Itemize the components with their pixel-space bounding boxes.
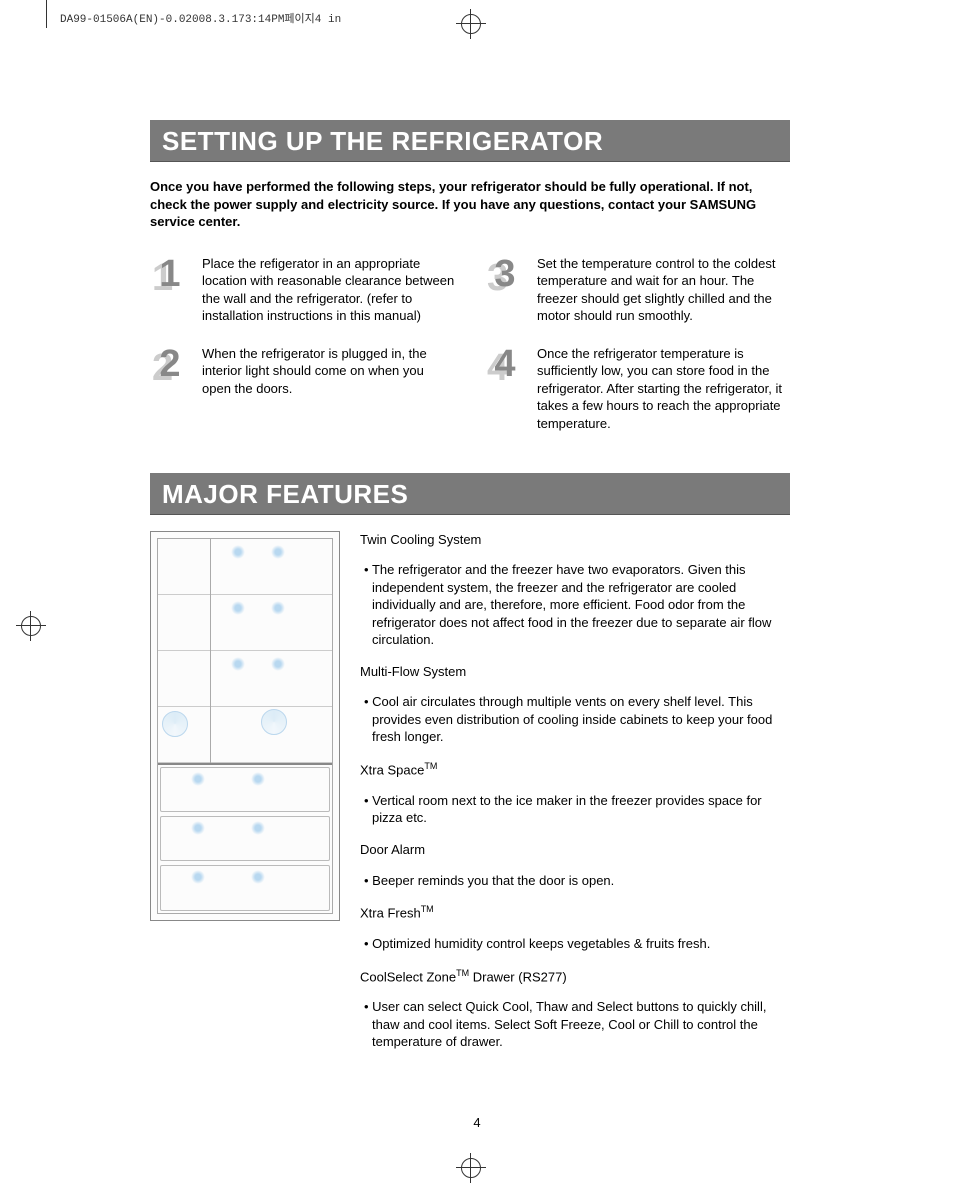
section-heading-features: MAJOR FEATURES [150,473,790,515]
feature-item: CoolSelect ZoneTM Drawer (RS277) User ca… [360,967,790,1052]
feature-desc: Beeper reminds you that the door is open… [360,872,790,890]
steps-grid: 1 1 Place the refigerator in an appropri… [150,255,790,433]
step-text: Set the temperature control to the colde… [537,255,790,325]
step-number-icon: 1 1 [150,255,190,295]
feature-item: Door Alarm Beeper reminds you that the d… [360,841,790,889]
step-text: When the refrigerator is plugged in, the… [202,345,455,433]
feature-title: Door Alarm [360,841,790,859]
step-item: 3 3 Set the temperature control to the c… [485,255,790,325]
step-text: Once the refrigerator temperature is suf… [537,345,790,433]
feature-title: Twin Cooling System [360,531,790,549]
imposition-header: DA99-01506A(EN)-0.02008.3.173:14PM페이지4 i… [60,10,341,26]
feature-desc: Optimized humidity control keeps vegetab… [360,935,790,953]
feature-title: Multi-Flow System [360,663,790,681]
feature-item: Xtra SpaceTM Vertical room next to the i… [360,760,790,827]
feature-title: Xtra SpaceTM [360,760,790,779]
crop-mark-icon [15,610,45,640]
page-content: SETTING UP THE REFRIGERATOR Once you hav… [150,120,790,1065]
feature-title: Xtra FreshTM [360,903,790,922]
features-list: Twin Cooling System The refrigerator and… [360,531,790,1065]
step-text: Place the refigerator in an appropriate … [202,255,455,325]
step-item: 2 2 When the refrigerator is plugged in,… [150,345,455,433]
step-number-icon: 2 2 [150,345,190,385]
feature-desc: Vertical room next to the ice maker in t… [360,792,790,827]
intro-paragraph: Once you have performed the following st… [150,178,790,231]
feature-item: Xtra FreshTM Optimized humidity control … [360,903,790,952]
step-number-icon: 3 3 [485,255,525,295]
section-heading-setup: SETTING UP THE REFRIGERATOR [150,120,790,162]
crop-line [46,0,47,28]
fridge-diagram [150,531,340,921]
crop-mark-icon [455,1152,485,1182]
step-item: 1 1 Place the refigerator in an appropri… [150,255,455,325]
step-item: 4 4 Once the refrigerator temperature is… [485,345,790,433]
feature-item: Twin Cooling System The refrigerator and… [360,531,790,649]
feature-desc: Cool air circulates through multiple ven… [360,693,790,746]
feature-item: Multi-Flow System Cool air circulates th… [360,663,790,746]
features-row: Twin Cooling System The refrigerator and… [150,531,790,1065]
manual-page: DA99-01506A(EN)-0.02008.3.173:14PM페이지4 i… [0,0,954,1190]
feature-desc: The refrigerator and the freezer have tw… [360,561,790,649]
page-number: 4 [0,1115,954,1130]
feature-desc: User can select Quick Cool, Thaw and Sel… [360,998,790,1051]
feature-title: CoolSelect ZoneTM Drawer (RS277) [360,967,790,986]
crop-mark-icon [455,8,485,38]
step-number-icon: 4 4 [485,345,525,385]
